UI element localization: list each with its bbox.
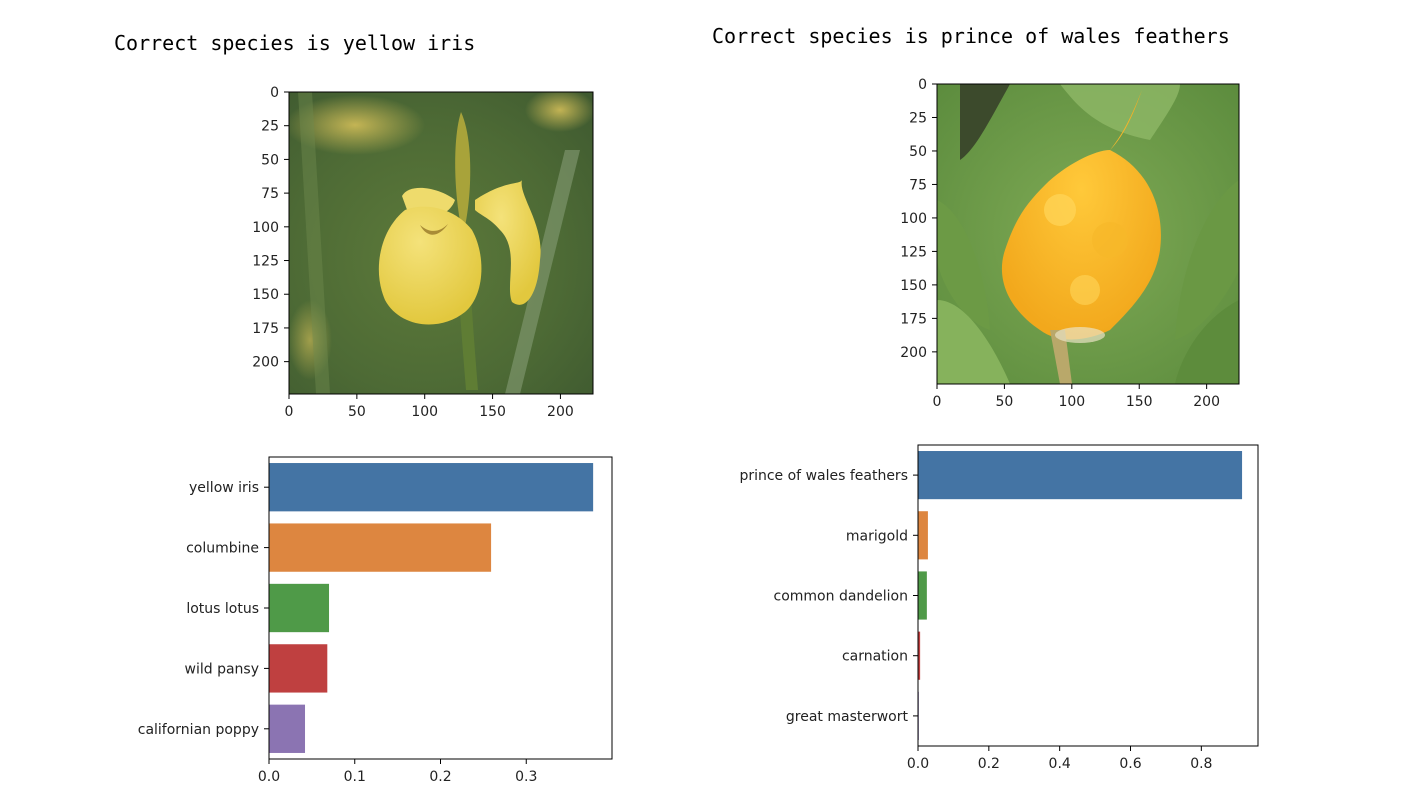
bar-chart-2-bar bbox=[918, 571, 927, 620]
image-1-frame bbox=[288, 91, 594, 395]
bar-chart-1: yellow iris columbine lotus lotus wild pans… bbox=[138, 456, 613, 785]
bar-chart-2-x-tick-label: 0.0 bbox=[907, 756, 929, 772]
bar-chart-1-bar bbox=[269, 523, 492, 572]
image-1-y-tick-label: 150 bbox=[252, 287, 279, 303]
image-2-y-tick-label: 175 bbox=[900, 311, 927, 327]
bar-chart-1-bar bbox=[269, 644, 328, 693]
image-1-y-tick-label: 125 bbox=[252, 254, 279, 270]
bar-chart-1-category-label: columbine bbox=[186, 541, 259, 557]
image-1-axes: 0 50 100 150 200 0 25 50 75 100 125 150 175 200 bbox=[252, 85, 574, 420]
image-2-x-tick-label: 150 bbox=[1126, 394, 1153, 410]
image-2-y-tick-label: 0 bbox=[918, 77, 927, 93]
image-2-y-tick-label: 125 bbox=[900, 244, 927, 260]
yellow-iris-photo bbox=[289, 92, 593, 394]
bar-chart-1-x-tick-label: 0.3 bbox=[515, 769, 537, 785]
bar-chart-1-bar bbox=[269, 583, 330, 633]
bar-chart-1-category-label: yellow iris bbox=[189, 480, 259, 496]
image-2-x-tick-label: 0 bbox=[933, 394, 942, 410]
bar-chart-2-category-label: common dandelion bbox=[774, 589, 908, 605]
image-2-y-tick-label: 200 bbox=[900, 345, 927, 361]
bar-chart-2: prince of wales feathers marigold common d… bbox=[739, 444, 1259, 772]
bar-chart-2-category-label: carnation bbox=[842, 649, 908, 665]
bar-chart-1-frame bbox=[268, 456, 613, 760]
image-1-x-tick-label: 100 bbox=[411, 404, 438, 420]
bar-chart-2-x-tick-label: 0.6 bbox=[1119, 756, 1141, 772]
image-2-x-tick-label: 50 bbox=[995, 394, 1013, 410]
image-2-y-tick-label: 50 bbox=[909, 144, 927, 160]
bar-chart-1-bar bbox=[269, 704, 306, 753]
image-1-y-tick-label: 200 bbox=[252, 355, 279, 371]
image-1-y-tick-label: 75 bbox=[261, 186, 279, 202]
bar-chart-2-category-label: marigold bbox=[846, 528, 908, 544]
bar-chart-2-category-label: prince of wales feathers bbox=[739, 468, 908, 484]
panel-2-title: Correct species is prince of wales feath… bbox=[712, 24, 1230, 48]
image-2-x-tick-label: 100 bbox=[1058, 394, 1085, 410]
image-2-y-tick-label: 25 bbox=[909, 110, 927, 126]
image-2-x-tick-label: 200 bbox=[1193, 394, 1220, 410]
bar-chart-1-x-tick-label: 0.1 bbox=[344, 769, 366, 785]
bar-chart-1-category-label: californian poppy bbox=[138, 722, 259, 738]
image-1-x-tick-label: 200 bbox=[547, 404, 574, 420]
image-1-y-tick-label: 50 bbox=[261, 152, 279, 168]
bar-chart-2-x-tick-label: 0.4 bbox=[1049, 756, 1071, 772]
bar-chart-1-bar bbox=[269, 463, 594, 512]
image-1-x-tick-label: 0 bbox=[285, 404, 294, 420]
bar-chart-1-category-label: wild pansy bbox=[185, 661, 259, 677]
image-1-x-tick-label: 50 bbox=[348, 404, 366, 420]
image-2-frame bbox=[936, 83, 1240, 385]
image-1-x-tick-label: 150 bbox=[479, 404, 506, 420]
image-2-y-tick-label: 150 bbox=[900, 278, 927, 294]
bar-chart-1-category-label: lotus lotus bbox=[186, 601, 259, 617]
image-2-y-tick-label: 75 bbox=[909, 177, 927, 193]
bar-chart-2-bar bbox=[918, 511, 928, 560]
image-1-y-tick-label: 100 bbox=[252, 220, 279, 236]
bar-chart-2-x-tick-label: 0.2 bbox=[978, 756, 1000, 772]
image-1-y-tick-label: 175 bbox=[252, 321, 279, 337]
panel-1-title: Correct species is yellow iris bbox=[114, 31, 476, 55]
bar-chart-1-x-tick-label: 0.2 bbox=[429, 769, 451, 785]
image-1-y-tick-label: 25 bbox=[261, 119, 279, 135]
image-1-y-tick-label: 0 bbox=[270, 85, 279, 101]
bar-chart-2-frame bbox=[917, 444, 1259, 747]
image-2-y-tick-label: 100 bbox=[900, 211, 927, 227]
bar-chart-2-x-tick-label: 0.8 bbox=[1190, 756, 1212, 772]
bar-chart-1-x-tick-label: 0.0 bbox=[258, 769, 280, 785]
bar-chart-2-category-label: great masterwort bbox=[786, 709, 909, 725]
prince-of-wales-feathers-photo bbox=[937, 84, 1239, 384]
bar-chart-2-bar bbox=[918, 631, 921, 680]
image-2-axes: 0 50 100 150 200 0 25 50 75 100 125 150 175 200 bbox=[900, 77, 1220, 410]
bar-chart-2-bar bbox=[918, 451, 1243, 500]
